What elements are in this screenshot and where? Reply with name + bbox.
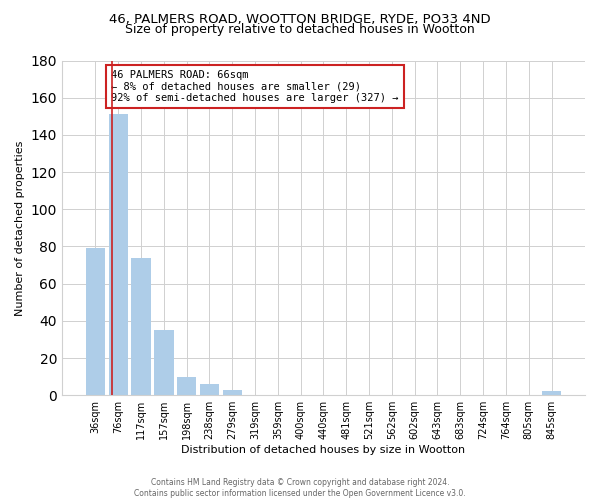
Text: 46, PALMERS ROAD, WOOTTON BRIDGE, RYDE, PO33 4ND: 46, PALMERS ROAD, WOOTTON BRIDGE, RYDE, … (109, 12, 491, 26)
Bar (223, 390, 242, 395)
Bar (154, 330, 173, 395)
Bar (86, 248, 105, 395)
Bar (109, 114, 128, 395)
Y-axis label: Number of detached properties: Number of detached properties (15, 140, 25, 316)
Bar (131, 258, 151, 395)
Bar (200, 384, 219, 395)
Bar (542, 392, 561, 395)
Text: 46 PALMERS ROAD: 66sqm
← 8% of detached houses are smaller (29)
92% of semi-deta: 46 PALMERS ROAD: 66sqm ← 8% of detached … (112, 70, 399, 103)
X-axis label: Distribution of detached houses by size in Wootton: Distribution of detached houses by size … (181, 445, 466, 455)
Bar (177, 376, 196, 395)
Text: Size of property relative to detached houses in Wootton: Size of property relative to detached ho… (125, 22, 475, 36)
Text: Contains HM Land Registry data © Crown copyright and database right 2024.
Contai: Contains HM Land Registry data © Crown c… (134, 478, 466, 498)
